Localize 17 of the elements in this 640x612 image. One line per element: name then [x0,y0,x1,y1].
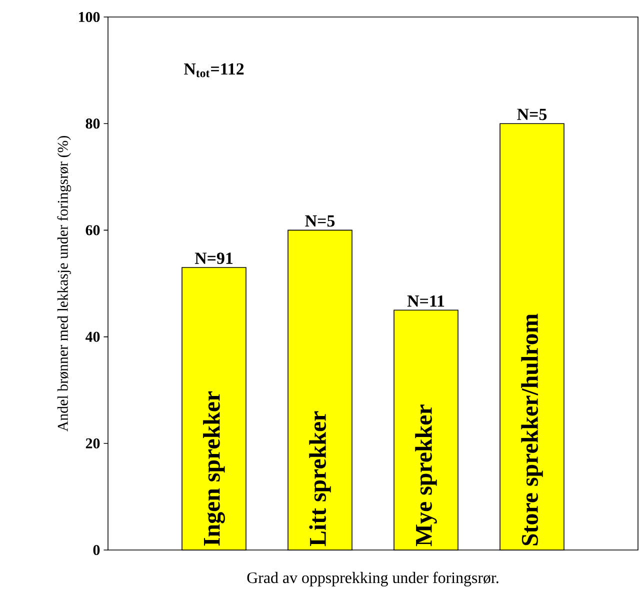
annotation: N=5 [517,108,547,120]
x-tick-label: Store sprekker/hulrom [521,314,543,546]
x-tick-label: Mye sprekker [415,404,437,546]
x-tick-label: Litt sprekker [309,411,331,546]
y-tick-label: 20 [86,438,100,448]
annotation: N=91 [194,252,233,264]
y-tick-label: 100 [79,12,100,22]
y-tick-label: 80 [86,118,100,129]
y-tick-label: 40 [85,332,100,342]
annotation: N$_{tot}$=112 [184,63,244,78]
x-tick-label: Ingen sprekker [203,391,225,546]
y-tick-label: 0 [93,544,100,556]
x-axis-title: Grad av oppsprekking under foringsrør. [247,572,498,586]
annotation: N=11 [407,295,444,307]
annotation: N=5 [305,215,335,227]
y-tick-label: 60 [86,225,100,236]
y-axis-title: Andel brønner med lekkasje under foringsrør (%) [57,136,71,432]
